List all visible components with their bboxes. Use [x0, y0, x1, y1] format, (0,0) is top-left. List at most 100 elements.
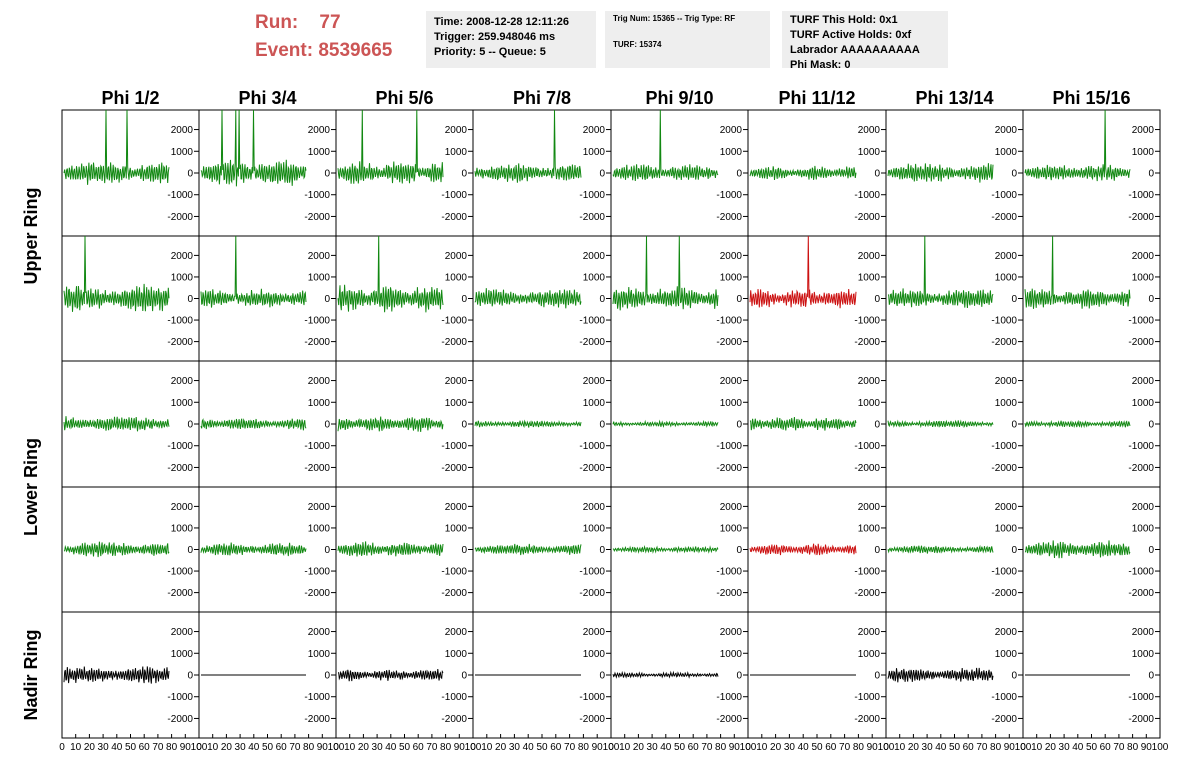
y-tick-label: 0	[874, 294, 880, 305]
waveform-trace	[749, 417, 857, 431]
y-tick-label: 1000	[995, 649, 1018, 660]
x-tick-label: 70	[976, 742, 988, 753]
y-tick-label: -1000	[716, 692, 742, 703]
y-tick-label: 1000	[1132, 398, 1155, 409]
y-tick-label: -2000	[304, 588, 330, 599]
y-tick-label: -1000	[854, 692, 880, 703]
x-tick-label: 40	[798, 742, 810, 753]
ring-label: Lower Ring	[21, 438, 41, 536]
x-tick-label: 60	[550, 742, 562, 753]
y-tick-label: -1000	[1128, 441, 1154, 452]
x-tick-label: 90	[1141, 742, 1153, 753]
y-tick-label: -1000	[579, 692, 605, 703]
y-tick-label: 2000	[171, 125, 194, 136]
x-tick-label: 90	[317, 742, 329, 753]
y-tick-label: -1000	[854, 441, 880, 452]
y-tick-label: 0	[187, 420, 193, 431]
x-tick-label: 10	[756, 742, 768, 753]
time-info-box: Time: 2008-12-28 12:11:26 Trigger: 259.9…	[426, 11, 596, 68]
y-tick-label: -1000	[167, 441, 193, 452]
y-tick-label: -1000	[304, 190, 330, 201]
y-tick-label: -2000	[991, 337, 1017, 348]
x-tick-label: 10	[619, 742, 631, 753]
y-tick-label: -2000	[1128, 337, 1154, 348]
waveform-trace	[1024, 235, 1131, 309]
y-tick-label: -2000	[441, 714, 467, 725]
x-tick-label: 60	[413, 742, 425, 753]
y-tick-label: 2000	[308, 125, 331, 136]
y-tick-label: 0	[461, 294, 467, 305]
phi-mask-text: Phi Mask: 0	[790, 59, 851, 71]
x-tick-label: 70	[426, 742, 438, 753]
y-tick-label: 1000	[1132, 649, 1155, 660]
x-tick-label: 70	[152, 742, 164, 753]
y-tick-label: -1000	[716, 441, 742, 452]
y-tick-label: 1000	[995, 523, 1018, 534]
y-tick-label: 2000	[995, 376, 1018, 387]
y-tick-label: 0	[1148, 169, 1154, 180]
x-tick-label: 90	[454, 742, 466, 753]
x-tick-label: 100	[1152, 742, 1169, 753]
y-tick-label: -2000	[716, 463, 742, 474]
x-tick-label: 10	[481, 742, 493, 753]
y-tick-label: -2000	[304, 212, 330, 223]
y-tick-label: 2000	[995, 502, 1018, 513]
x-tick-label: 10	[70, 742, 82, 753]
y-tick-label: 0	[874, 420, 880, 431]
y-tick-label: 1000	[583, 523, 606, 534]
y-tick-label: -1000	[1128, 316, 1154, 327]
y-tick-label: -1000	[579, 441, 605, 452]
y-tick-label: 0	[324, 420, 330, 431]
x-tick-label: 80	[578, 742, 590, 753]
x-tick-label: 80	[440, 742, 452, 753]
y-tick-label: 1000	[858, 147, 881, 158]
x-tick-label: 30	[647, 742, 659, 753]
x-tick-label: 10	[207, 742, 219, 753]
y-tick-label: 1000	[858, 649, 881, 660]
y-tick-label: 1000	[308, 147, 331, 158]
y-tick-label: 2000	[720, 251, 743, 262]
y-tick-label: 2000	[171, 627, 194, 638]
y-tick-label: 2000	[720, 125, 743, 136]
y-tick-label: -2000	[854, 212, 880, 223]
y-tick-label: 2000	[1132, 376, 1155, 387]
y-tick-label: 1000	[720, 523, 743, 534]
waveform-trace	[63, 666, 170, 684]
x-tick-label: 50	[399, 742, 411, 753]
x-tick-label: 30	[1059, 742, 1071, 753]
y-tick-label: 0	[874, 671, 880, 682]
y-tick-label: 1000	[858, 523, 881, 534]
y-tick-label: 0	[187, 169, 193, 180]
waveform-trace	[63, 416, 170, 432]
y-tick-label: 0	[324, 169, 330, 180]
y-tick-label: 0	[736, 420, 742, 431]
x-tick-label: 50	[262, 742, 274, 753]
y-tick-label: 2000	[445, 251, 468, 262]
y-tick-label: -1000	[854, 567, 880, 578]
x-tick-label: 20	[908, 742, 920, 753]
y-tick-label: 1000	[995, 272, 1018, 283]
waveform-trace	[200, 235, 307, 308]
y-tick-label: 2000	[1132, 627, 1155, 638]
turf-info-box: TURF This Hold: 0x1 TURF Active Holds: 0…	[782, 11, 948, 71]
waveform-trace	[63, 541, 170, 558]
y-tick-label: 2000	[308, 376, 331, 387]
x-tick-label: 50	[1086, 742, 1098, 753]
x-tick-label: 90	[867, 742, 879, 753]
y-tick-label: -1000	[304, 316, 330, 327]
y-tick-label: -2000	[441, 212, 467, 223]
waveform-trace	[337, 416, 444, 432]
y-tick-label: 2000	[1132, 251, 1155, 262]
x-tick-label: 10	[344, 742, 356, 753]
y-tick-label: 2000	[308, 502, 331, 513]
y-tick-label: 1000	[308, 523, 331, 534]
priority-text: Priority: 5 -- Queue: 5	[434, 46, 546, 58]
x-tick-label: 40	[660, 742, 672, 753]
event-number: Event: 8539665	[255, 40, 393, 61]
x-tick-label: 80	[853, 742, 865, 753]
y-tick-label: 0	[187, 671, 193, 682]
y-tick-label: -2000	[441, 337, 467, 348]
column-header: Phi 9/10	[645, 88, 713, 108]
waveform-trace	[612, 235, 719, 311]
waveform-trace	[887, 667, 994, 683]
